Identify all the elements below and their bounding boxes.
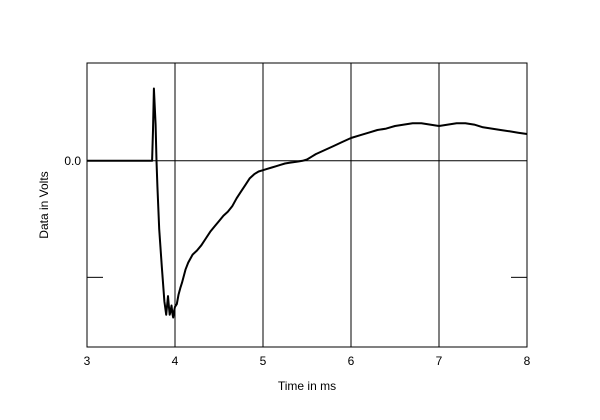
grid-lines [87,63,527,347]
plot-frame [86,62,528,348]
x-tick-label: 4 [172,354,179,368]
y-axis-label: Data in Volts [37,171,51,238]
axis-ticks: 3 4 5 6 7 8 0.0 [64,154,530,368]
x-tick-label: 8 [524,354,531,368]
x-tick-label: 3 [84,354,91,368]
x-tick-label: 6 [348,354,355,368]
series-line [87,87,528,319]
x-tick-label: 5 [260,354,267,368]
x-axis-label: Time in ms [278,379,336,393]
x-tick-label: 7 [436,354,443,368]
y-tick-label: 0.0 [64,154,81,168]
series-layer [87,87,528,319]
